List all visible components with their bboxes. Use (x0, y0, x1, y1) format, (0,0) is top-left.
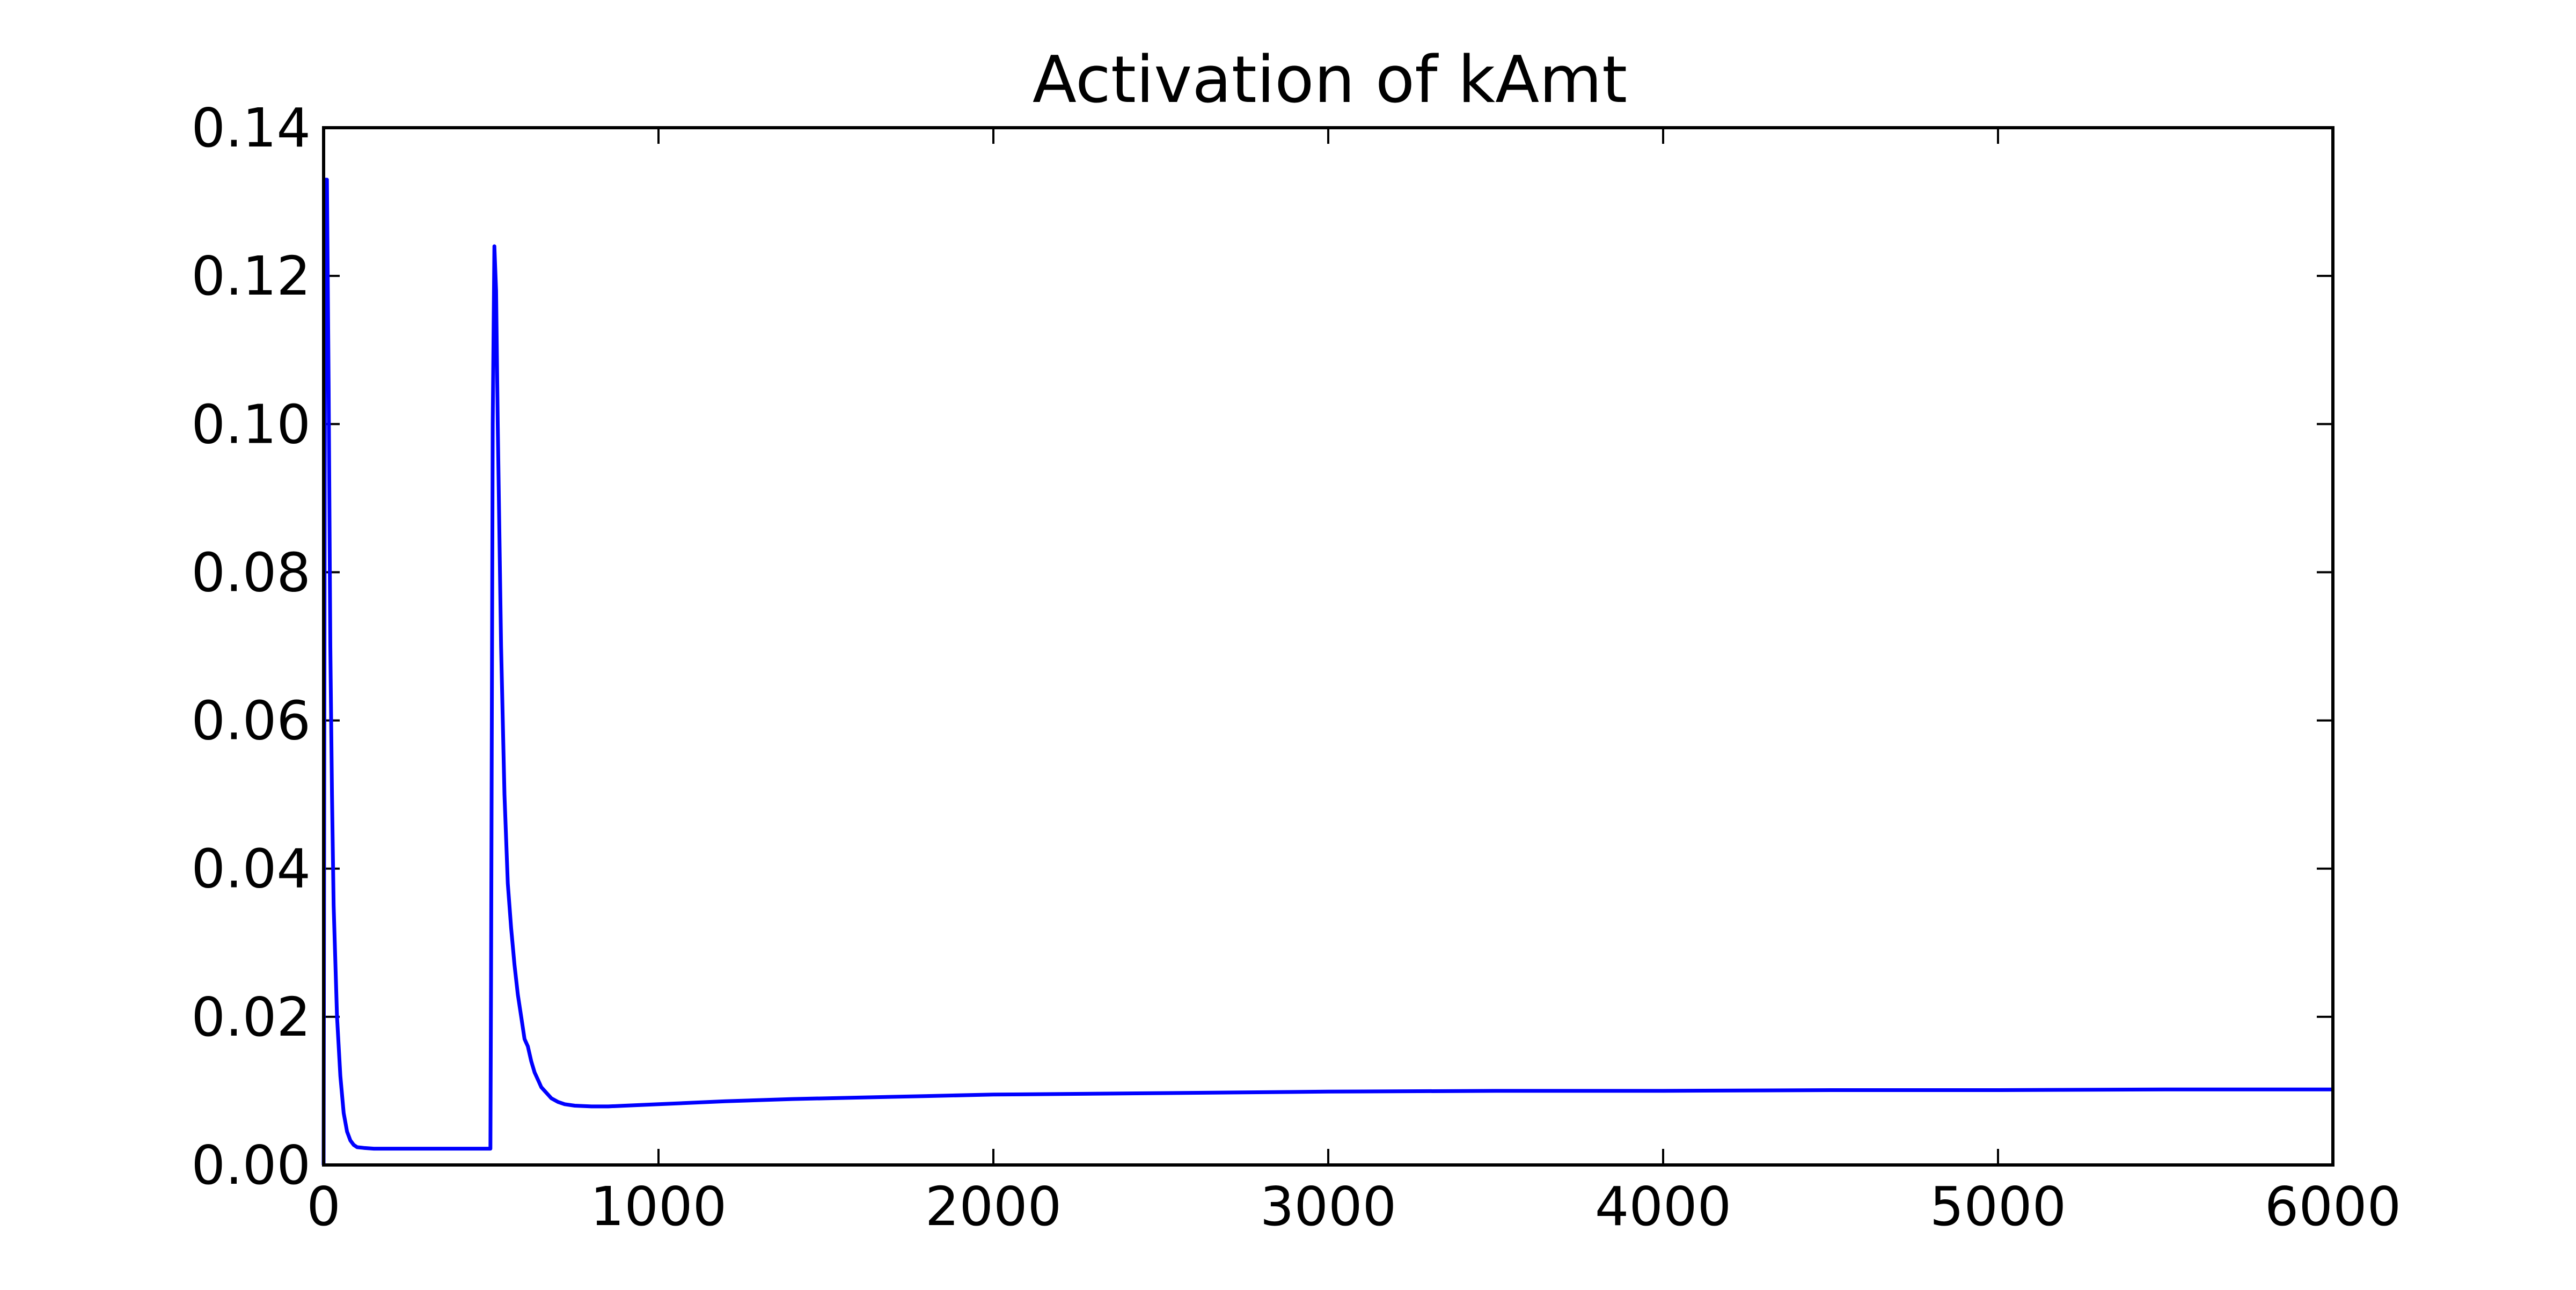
x-tick-label: 2000 (925, 1175, 1062, 1238)
y-tick-label: 0.12 (191, 245, 311, 307)
chart-title: Activation of kAmt (1033, 43, 1627, 118)
tick-labels: 0 1000 2000 3000 4000 5000 6000 0.00 0.02 0.04 0.0… (191, 97, 2401, 1238)
y-tick-label: 0.08 (191, 541, 311, 604)
y-tick-label: 0.00 (191, 1134, 311, 1197)
x-tick-label: 0 (306, 1175, 341, 1238)
x-tick-label: 1000 (590, 1175, 727, 1238)
x-tick-label: 5000 (1930, 1175, 2067, 1238)
y-tick-label: 0.06 (191, 690, 311, 752)
series-line (321, 178, 2333, 1166)
plot-area-frame (322, 126, 2334, 1167)
x-tick-label: 4000 (1595, 1175, 1732, 1238)
x-tick-label: 6000 (2265, 1175, 2402, 1238)
y-tick-label: 0.04 (191, 838, 311, 900)
y-tick-label: 0.02 (191, 986, 311, 1049)
y-tick-label: 0.14 (191, 97, 311, 159)
axis-ticks (323, 127, 2334, 1166)
series-layer (321, 178, 2333, 1166)
y-tick-label: 0.10 (191, 393, 311, 456)
x-tick-label: 3000 (1260, 1175, 1397, 1238)
